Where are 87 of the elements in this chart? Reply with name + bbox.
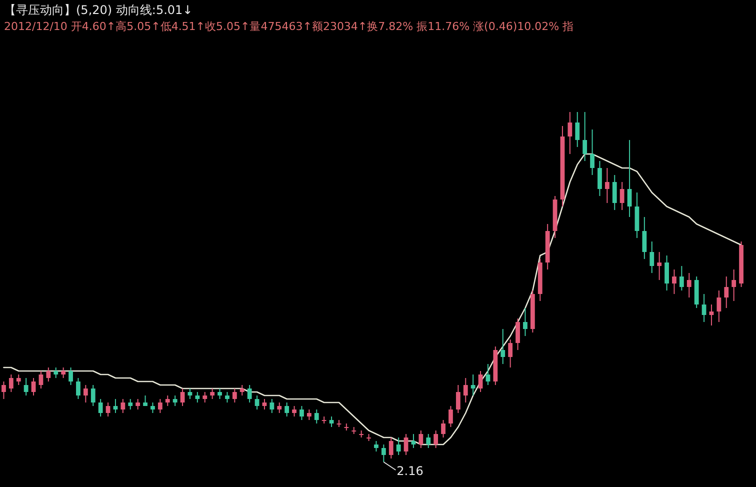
candlestick <box>98 398 103 417</box>
candlestick <box>218 388 222 400</box>
candlestick <box>523 308 528 336</box>
candlestick <box>590 129 594 176</box>
candlestick <box>254 395 260 410</box>
candlestick <box>247 384 252 403</box>
candlestick <box>418 430 424 448</box>
candlestick <box>448 406 453 428</box>
text: 2012/12/10 开4.60↑高5.05↑低4.51↑收5.05↑量475463↑额23034↑换7.82% 振11.76% 涨(0.46)10.02% 指 <box>4 20 574 33</box>
candlestick <box>516 318 520 350</box>
candlestick <box>642 216 647 260</box>
candlestick <box>456 384 460 414</box>
candlestick <box>679 266 684 291</box>
candlestick <box>188 388 192 400</box>
candlestick <box>686 272 692 298</box>
candlestick <box>329 416 334 428</box>
candlestick <box>24 378 28 396</box>
candlestick <box>478 370 483 392</box>
candlestick <box>508 339 513 368</box>
candlestick <box>38 370 44 389</box>
candlestick <box>388 437 394 459</box>
candlestick <box>106 402 110 417</box>
candlestick <box>404 434 408 456</box>
candlestick <box>612 174 617 210</box>
candlestick <box>650 241 654 274</box>
candlestick <box>165 395 170 406</box>
candlestick <box>672 269 676 294</box>
candlestick <box>724 276 729 308</box>
candlestick <box>76 378 80 400</box>
candlestick <box>598 160 602 196</box>
candlestick <box>604 168 610 204</box>
candlestick <box>575 112 580 148</box>
candlestick <box>232 388 237 403</box>
candlestick <box>158 398 162 414</box>
candlestick <box>709 304 714 326</box>
candlestick <box>716 290 722 322</box>
candlestick <box>470 374 476 396</box>
candlestick <box>31 378 36 396</box>
candlestick <box>306 409 312 420</box>
candlestick <box>463 378 468 403</box>
candlestick <box>120 398 126 414</box>
text: 2.16 <box>396 464 424 478</box>
candlestick <box>314 409 319 424</box>
candlestick <box>113 398 118 414</box>
candlestick <box>150 402 155 414</box>
chart-title: 【寻压动向】(5,20) 动向线:5.01↓ <box>4 3 193 17</box>
candlestick <box>262 398 267 410</box>
candlestick <box>702 294 706 322</box>
candlestick <box>426 434 431 448</box>
candlestick <box>54 367 58 378</box>
candlestick <box>46 367 51 382</box>
candlestick <box>225 392 230 403</box>
candlestick <box>210 388 215 400</box>
candlestick <box>128 398 133 410</box>
candlestick <box>90 384 96 406</box>
candlestick <box>240 384 244 396</box>
candlestick <box>284 402 290 417</box>
candlestick <box>664 255 669 291</box>
candlestick <box>202 392 208 403</box>
candlestick <box>657 252 662 280</box>
candlestick <box>292 406 296 417</box>
candlestick <box>61 367 66 378</box>
candlestick <box>180 388 185 406</box>
candlestick <box>83 384 88 403</box>
candlestick <box>732 269 736 302</box>
candlestick <box>381 444 386 462</box>
candlestick <box>374 440 378 452</box>
candlestick <box>195 392 200 403</box>
candlestick <box>277 402 282 414</box>
candlestick <box>68 367 73 386</box>
candlestick <box>172 395 178 406</box>
candlestick <box>568 112 572 154</box>
candlestick <box>2 381 6 400</box>
candlestick <box>16 374 21 386</box>
candlestick <box>486 364 490 386</box>
candlestick <box>434 430 438 448</box>
candlestick <box>500 328 506 364</box>
candlestick <box>136 398 140 410</box>
candlestick <box>627 140 632 218</box>
candlestick <box>8 374 14 392</box>
candlestick <box>582 112 588 162</box>
candlestick <box>411 434 416 448</box>
candlestick <box>620 182 624 210</box>
candlestick <box>396 437 401 456</box>
candlestick <box>300 406 304 420</box>
candlestick <box>441 420 446 438</box>
candlestick <box>270 398 274 414</box>
